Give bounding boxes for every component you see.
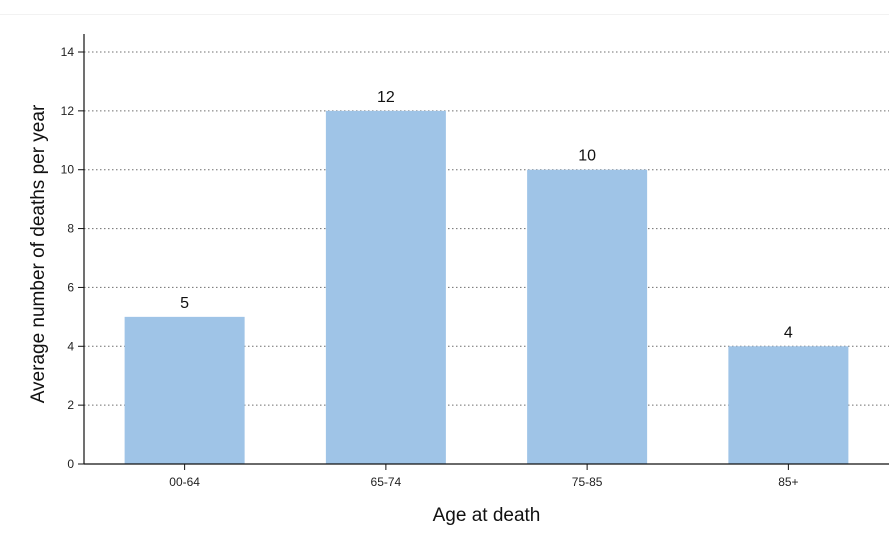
data-label: 5 xyxy=(180,295,189,312)
bar-75-85 xyxy=(527,169,648,464)
y-tick-label: 8 xyxy=(67,222,74,236)
data-label: 12 xyxy=(377,89,395,106)
y-tick-label: 12 xyxy=(61,104,75,118)
bar-00-64 xyxy=(124,316,245,464)
y-tick-label: 2 xyxy=(67,398,74,412)
chart-top-border xyxy=(0,14,889,15)
bars-layer xyxy=(124,110,849,464)
axis-layer xyxy=(83,34,889,465)
bar-65-74 xyxy=(325,110,446,464)
y-tick-layer: 0 2 4 6 8 10 12 14 xyxy=(61,45,84,471)
y-tick-label: 4 xyxy=(67,339,74,353)
y-tick-label: 10 xyxy=(61,163,75,177)
x-tick-label: 85+ xyxy=(778,475,798,489)
y-tick-label: 6 xyxy=(67,280,74,294)
x-tick-label: 00-64 xyxy=(169,475,200,489)
x-tick-label: 75-85 xyxy=(572,475,603,489)
y-tick-label: 14 xyxy=(61,45,75,59)
y-axis-title: Average number of deaths per year xyxy=(28,104,49,403)
bar-85+ xyxy=(728,346,849,464)
data-label-layer: 5 12 10 4 xyxy=(180,89,793,341)
x-axis-title: Age at death xyxy=(433,505,541,526)
data-label: 10 xyxy=(578,148,596,165)
x-tick-label: 65-74 xyxy=(371,475,402,489)
data-label: 4 xyxy=(784,324,793,341)
y-tick-label: 0 xyxy=(67,457,74,471)
x-tick-layer: 00-64 65-74 75-85 85+ xyxy=(169,464,799,489)
